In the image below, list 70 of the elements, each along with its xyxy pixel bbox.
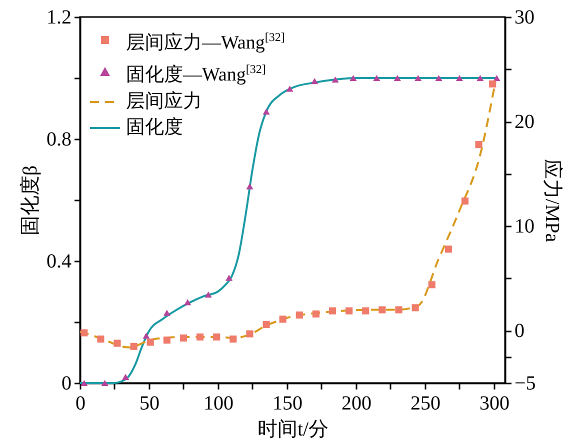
- x-tick-label: 50: [139, 392, 160, 414]
- y2-tick-label: 30: [514, 6, 534, 28]
- point: [489, 80, 496, 88]
- y2-tick-label: −5: [514, 372, 536, 394]
- point: [262, 320, 270, 328]
- y-tick-label: 0.8: [46, 128, 72, 150]
- point: [311, 78, 318, 84]
- point: [213, 333, 220, 341]
- legend-label: 层间应力—Wang$^{[32]}$: [126, 29, 285, 56]
- point: [412, 304, 419, 312]
- point: [428, 281, 436, 288]
- point: [461, 198, 469, 205]
- x-axis-title: 时间t/分: [257, 418, 329, 440]
- y-tick-label: 1.2: [46, 6, 72, 28]
- point: [332, 76, 339, 83]
- point: [80, 329, 88, 336]
- point: [184, 299, 192, 306]
- y-tick-label: 0: [62, 372, 72, 394]
- y-axis-title: 固化度β: [20, 165, 42, 236]
- point: [373, 74, 380, 82]
- point: [279, 316, 286, 323]
- point: [97, 336, 104, 343]
- point: [286, 86, 294, 92]
- point: [296, 311, 303, 319]
- point: [163, 310, 170, 316]
- point: [114, 340, 121, 347]
- legend-label: 固化度: [126, 116, 183, 140]
- point: [328, 307, 336, 314]
- point: [230, 336, 237, 343]
- point: [246, 330, 254, 338]
- x-tick-label: 200: [341, 392, 372, 414]
- x-tick-label: 250: [410, 392, 440, 414]
- point: [362, 307, 370, 314]
- point: [435, 74, 442, 82]
- point: [204, 291, 212, 298]
- point: [456, 74, 463, 82]
- point: [378, 306, 386, 314]
- point: [196, 333, 204, 341]
- x-tick-label: 0: [76, 392, 86, 414]
- point: [394, 74, 401, 82]
- point: [262, 108, 270, 115]
- point: [163, 336, 170, 344]
- x-tick-label: 100: [203, 392, 234, 414]
- point: [246, 183, 254, 190]
- point: [346, 307, 353, 314]
- point: [414, 74, 422, 82]
- point: [350, 74, 357, 82]
- x-tick-label: 300: [479, 392, 510, 414]
- y2-tick-label: 20: [514, 111, 534, 134]
- point: [146, 338, 154, 346]
- point: [225, 274, 233, 281]
- y-tick-label: 0.4: [46, 250, 72, 272]
- point: [122, 374, 130, 380]
- point: [101, 380, 108, 386]
- legend-label: 层间应力: [126, 90, 202, 114]
- point: [80, 380, 88, 386]
- legend-label: 固化度—Wang$^{[32]}$: [126, 61, 266, 88]
- point: [493, 74, 500, 82]
- point: [142, 332, 150, 339]
- point: [475, 141, 482, 148]
- y2-tick-label: 10: [514, 216, 534, 238]
- point: [312, 310, 320, 318]
- x-tick-label: 150: [272, 392, 302, 414]
- point: [180, 334, 188, 342]
- y2-axis-title: 应力/MPa: [540, 158, 563, 242]
- point: [395, 306, 402, 314]
- point: [476, 74, 484, 82]
- y2-tick-label: 0: [514, 320, 524, 342]
- point: [444, 246, 452, 253]
- point: [130, 342, 138, 350]
